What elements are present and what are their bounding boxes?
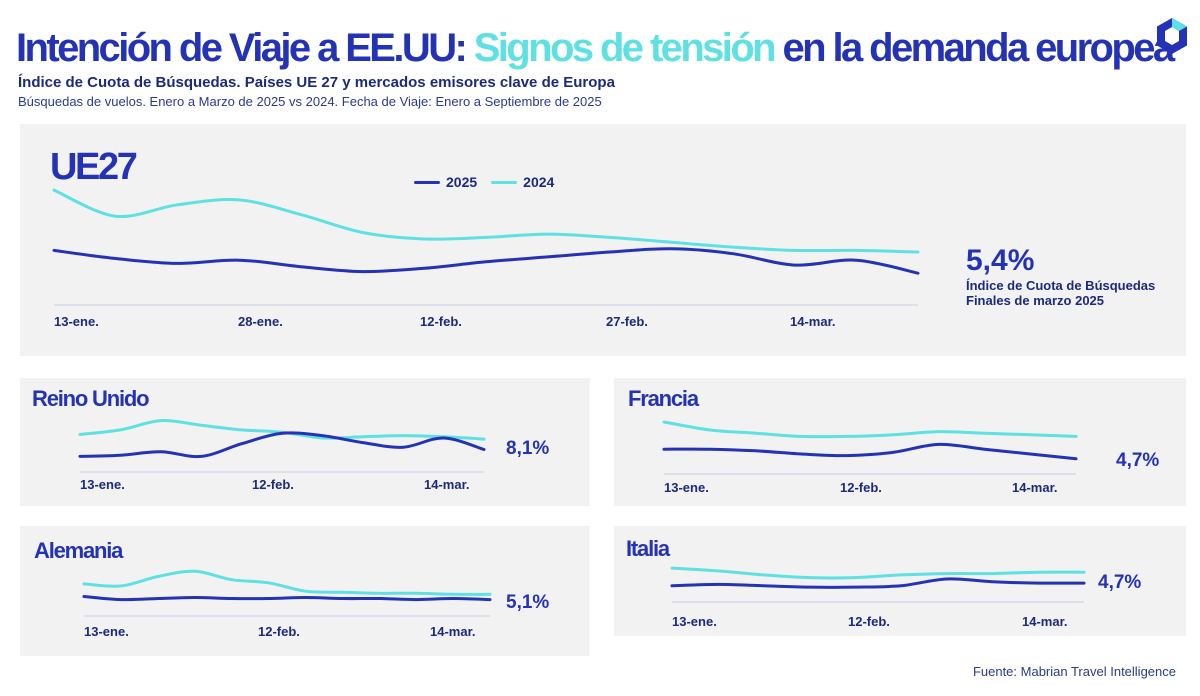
series-line-2025 xyxy=(52,247,920,275)
x-tick-label: 14-mar. xyxy=(430,624,476,639)
x-tick-label: 14-mar. xyxy=(424,477,470,492)
final-value: 4,7% xyxy=(1098,572,1142,593)
x-tick-label: 14-mar. xyxy=(1022,614,1068,629)
final-value: 8,1% xyxy=(506,438,550,459)
title-part1: Intención de Viaje a EE.UU: xyxy=(16,26,474,70)
series-line-2025 xyxy=(670,577,1086,589)
final-value: 4,7% xyxy=(1116,450,1160,471)
x-tick-label: 14-mar. xyxy=(790,314,836,329)
series-line-2024 xyxy=(52,188,920,254)
x-tick-label: 12-feb. xyxy=(420,314,462,329)
legend-item-2024: 2024 xyxy=(491,174,554,190)
panel-francia: Francia 13-ene. 12-feb. 14-mar. 4,7% xyxy=(614,378,1186,506)
subtitle-secondary: Búsquedas de vuelos. Enero a Marzo de 20… xyxy=(18,94,602,109)
series-line-2024 xyxy=(82,569,492,596)
x-tick-label: 13-ene. xyxy=(80,477,125,492)
chart-legend: 2025 2024 xyxy=(414,174,554,190)
series-line-2024 xyxy=(662,420,1078,439)
x-tick-label: 14-mar. xyxy=(1012,480,1058,495)
panel-title: Italia xyxy=(626,536,670,561)
x-tick-label: 13-ene. xyxy=(84,624,129,639)
panel-title: UE27 xyxy=(50,146,138,188)
title-highlight: Signos de tensión xyxy=(473,26,777,70)
legend-swatch-2025 xyxy=(414,180,440,184)
panel-alemania: Alemania 13-ene. 12-feb. 14-mar. 5,1% xyxy=(20,526,590,656)
legend-label-2024: 2024 xyxy=(523,174,555,190)
series-line-2024 xyxy=(670,566,1086,580)
series-line-2025 xyxy=(78,431,486,459)
panel-ue27: UE27 2025 2024 13-ene. 28-ene. 12-feb. 27-f… xyxy=(20,124,1186,356)
chart-reino-unido: 13-ene. 12-feb. 14-mar. xyxy=(78,419,486,492)
chart-francia: 13-ene. 12-feb. 14-mar. xyxy=(662,420,1078,495)
legend-item-2025: 2025 xyxy=(414,174,477,190)
series-line-2025 xyxy=(662,442,1078,461)
x-tick-label: 13-ene. xyxy=(664,480,709,495)
chart-alemania: 13-ene. 12-feb. 14-mar. xyxy=(82,569,492,639)
x-tick-label: 28-ene. xyxy=(238,314,283,329)
final-caption-line1: Índice de Cuota de Búsquedas xyxy=(966,278,1156,293)
x-tick-label: 12-feb. xyxy=(848,614,890,629)
panel-reino-unido: Reino Unido 13-ene. 12-feb. 14-mar. 8,1% xyxy=(20,378,590,506)
panel-italia: Italia 13-ene. 12-feb. 14-mar. 4,7% xyxy=(614,526,1186,636)
final-caption-line2: Finales de marzo 2025 xyxy=(966,293,1105,308)
title-part2: en la demanda europea xyxy=(774,26,1176,70)
brand-logo-icon xyxy=(1157,18,1187,54)
final-value: 5,1% xyxy=(506,592,550,613)
chart-ue27: 13-ene. 28-ene. 12-feb. 27-feb. 14-mar. xyxy=(52,188,920,329)
subtitle: Índice de Cuota de Búsquedas. Países UE … xyxy=(18,74,615,91)
series-line-2024 xyxy=(78,419,486,441)
legend-label-2025: 2025 xyxy=(446,174,478,190)
x-tick-label: 12-feb. xyxy=(258,624,300,639)
x-tick-label: 12-feb. xyxy=(840,480,882,495)
chart-italia: 13-ene. 12-feb. 14-mar. xyxy=(670,566,1086,629)
source-note: Fuente: Mabrian Travel Intelligence xyxy=(972,664,1176,679)
x-tick-label: 13-ene. xyxy=(54,314,99,329)
panel-title: Reino Unido xyxy=(32,386,150,411)
x-tick-label: 27-feb. xyxy=(606,314,648,329)
panel-title: Alemania xyxy=(34,538,123,563)
series-line-2025 xyxy=(82,595,492,602)
legend-swatch-2024 xyxy=(491,180,518,184)
final-value: 5,4% xyxy=(966,244,1035,277)
page-title: Intención de Viaje a EE.UU: Signos de te… xyxy=(16,26,1176,71)
x-tick-label: 12-feb. xyxy=(252,477,294,492)
final-caption: Índice de Cuota de Búsquedas Finales de … xyxy=(966,278,1155,308)
panel-title: Francia xyxy=(628,386,699,411)
x-tick-label: 13-ene. xyxy=(672,614,717,629)
